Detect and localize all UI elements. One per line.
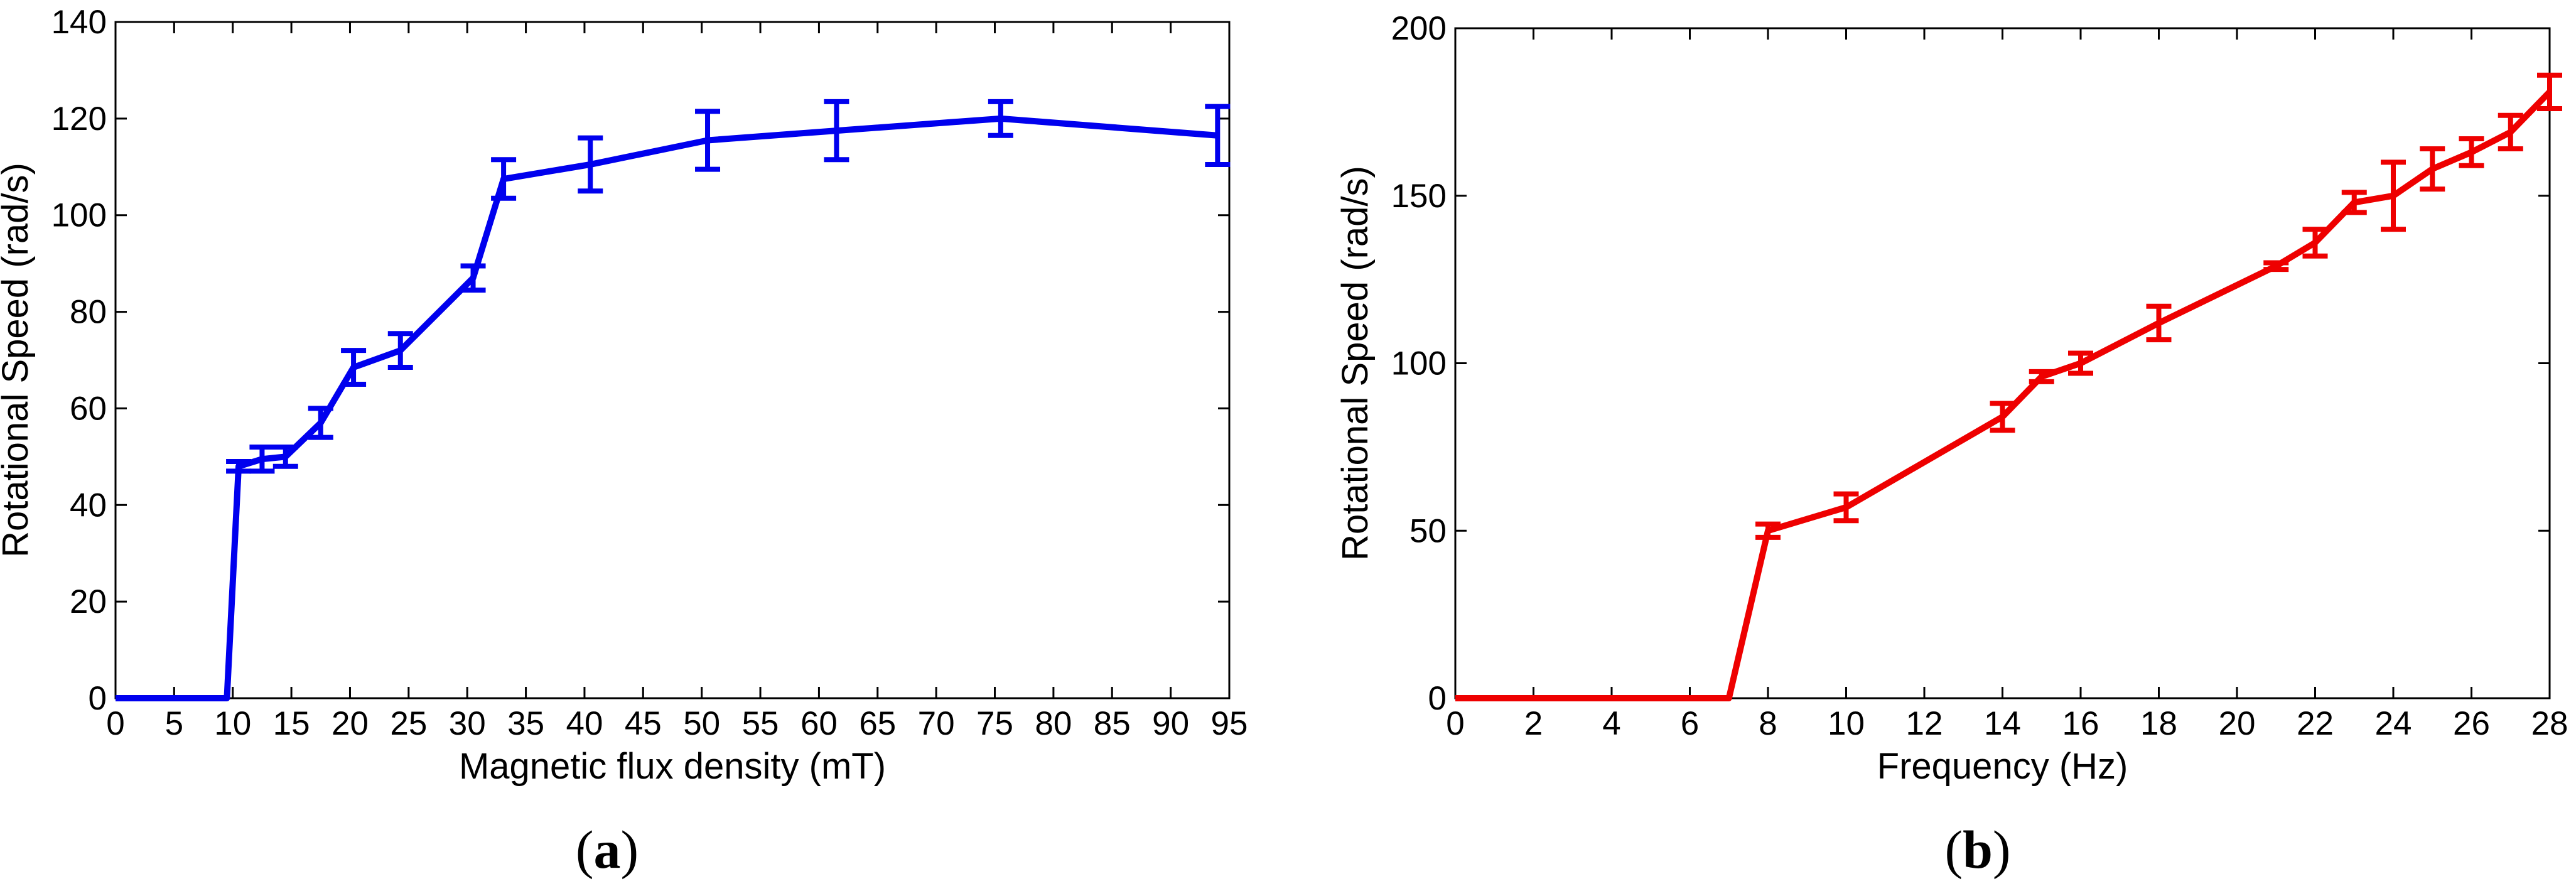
x-tick-label: 24	[2375, 705, 2412, 742]
panel-label: (b)	[1944, 819, 2010, 880]
error-bar	[988, 99, 1013, 138]
error-bar	[341, 348, 367, 387]
error-bar	[2341, 190, 2367, 215]
x-tick-label: 10	[1828, 705, 1865, 742]
x-tick-label: 5	[165, 705, 183, 742]
chart-a: 0 5 10 15 20 25 30 35 40 45 50 55 60 65 70 75 80 85 90 95 0 2…	[0, 4, 1248, 880]
y-tick-label: 100	[51, 197, 107, 234]
x-tick-label: 2	[1524, 705, 1543, 742]
chart-b: 0 2 4 6 8 10 12 14 16 18 20 22 24 26 28050100150200Fre…	[1335, 10, 2568, 880]
x-tick-label: 4	[1602, 705, 1620, 742]
y-tick-label: 20	[70, 583, 107, 620]
x-tick-label: 16	[2062, 705, 2099, 742]
x-tick-label: 90	[1152, 705, 1189, 742]
x-tick-label: 20	[331, 705, 369, 742]
y-tick-label: 150	[1391, 178, 1447, 215]
error-bar	[1205, 104, 1231, 167]
error-bar	[308, 406, 333, 440]
error-bar	[249, 444, 275, 474]
plot-frame	[114, 21, 1231, 699]
y-tick-label: 120	[51, 100, 107, 138]
error-bar	[578, 135, 603, 194]
y-tick-label: 60	[70, 390, 107, 427]
x-tick-label: 30	[449, 705, 486, 742]
x-tick-label: 0	[1446, 705, 1464, 742]
x-tick-label: 80	[1035, 705, 1072, 742]
y-tick-label: 40	[70, 487, 107, 524]
y-tick-label: 50	[1409, 512, 1447, 549]
x-tick-label: 95	[1211, 705, 1248, 742]
y-axis-label: Rotational Speed (rad/s)	[0, 163, 36, 558]
y-tick-label: 80	[70, 294, 107, 331]
error-bar	[1833, 491, 1859, 524]
x-axis-label: Magnetic flux density (mT)	[459, 746, 886, 787]
x-tick-label: 50	[683, 705, 720, 742]
y-tick-label: 0	[1428, 680, 1447, 717]
x-tick-label: 6	[1681, 705, 1699, 742]
error-bar	[1755, 521, 1781, 540]
series-line	[1455, 89, 2552, 701]
error-bar	[387, 331, 413, 370]
error-bar	[491, 157, 517, 201]
error-bar	[1990, 401, 2015, 433]
error-bar	[226, 459, 252, 474]
x-tick-label: 25	[390, 705, 427, 742]
x-tick-label: 35	[507, 705, 544, 742]
error-bar	[2029, 369, 2054, 384]
error-bar	[272, 444, 298, 469]
error-bar	[2381, 159, 2406, 232]
x-tick-label: 85	[1094, 705, 1131, 742]
x-tick-label: 8	[1759, 705, 1777, 742]
error-bar	[2146, 303, 2172, 343]
y-axis-label: Rotational Speed (rad/s)	[1335, 166, 1376, 561]
x-tick-label: 0	[106, 705, 124, 742]
x-tick-label: 60	[800, 705, 838, 742]
y-tick-label: 140	[51, 4, 107, 41]
x-tick-label: 26	[2453, 705, 2490, 742]
error-bar	[2263, 260, 2289, 273]
x-tick-label: 75	[976, 705, 1013, 742]
x-tick-label: 65	[859, 705, 896, 742]
error-bar	[2068, 350, 2093, 376]
x-tick-label: 18	[2140, 705, 2177, 742]
panel-label: (a)	[576, 819, 639, 880]
error-bar	[2498, 112, 2523, 152]
error-bar	[695, 109, 721, 172]
y-tick-label: 100	[1391, 345, 1447, 382]
x-tick-label: 14	[1984, 705, 2021, 742]
series-line	[116, 115, 1218, 701]
x-tick-label: 45	[625, 705, 662, 742]
y-tick-label: 200	[1391, 10, 1447, 47]
x-tick-label: 70	[918, 705, 955, 742]
x-tick-label: 15	[273, 705, 310, 742]
x-tick-label: 12	[1906, 705, 1943, 742]
error-bar	[2302, 227, 2328, 259]
plot-frame	[1454, 27, 2551, 699]
x-tick-label: 28	[2531, 705, 2568, 742]
error-bar	[2420, 146, 2445, 192]
x-tick-label: 22	[2297, 705, 2334, 742]
error-bar	[2537, 72, 2562, 112]
error-bar	[460, 263, 486, 293]
x-tick-label: 10	[214, 705, 251, 742]
x-tick-label: 55	[742, 705, 779, 742]
x-tick-label: 20	[2219, 705, 2256, 742]
x-tick-label: 40	[566, 705, 603, 742]
x-axis-label: Frequency (Hz)	[1877, 746, 2128, 787]
y-tick-label: 0	[89, 680, 107, 717]
error-bar	[824, 99, 849, 163]
error-bar	[2459, 136, 2484, 168]
